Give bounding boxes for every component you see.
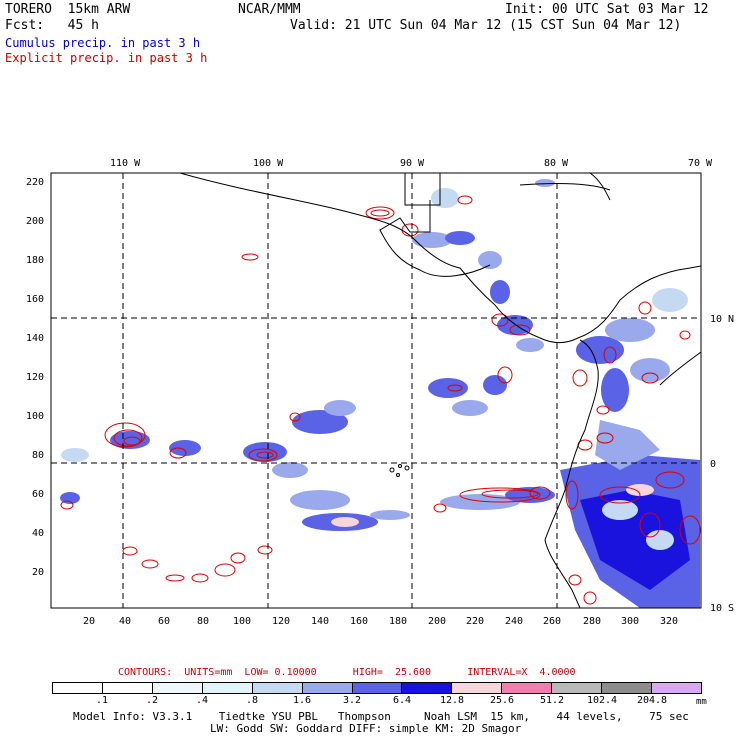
colorbar-swatch <box>152 683 203 693</box>
colorbar-label: 1.6 <box>292 695 312 706</box>
colorbar-label: .2 <box>145 695 159 706</box>
colorbar-swatch <box>602 683 653 693</box>
x-tick-label: 200 <box>428 616 446 627</box>
lat-labels: 10 N 0 10 S <box>710 314 734 614</box>
x-tick-label: 100 <box>233 616 251 627</box>
y-tick-label: 60 <box>32 489 44 500</box>
x-tick-label: 20 <box>83 616 95 627</box>
model-name: TORERO 15km ARW <box>5 2 131 17</box>
lon-label: 110 W <box>110 158 141 169</box>
colorbar-label: .1 <box>95 695 109 706</box>
map-frame <box>50 172 702 609</box>
latlon-grid <box>51 173 701 608</box>
x-ticks: 20 40 60 80 100 120 140 160 180 200 220 … <box>83 616 678 627</box>
colorbar-label: 3.2 <box>342 695 362 706</box>
lat-label: 10 N <box>710 314 734 325</box>
colorbar-label: 102.4 <box>586 695 618 706</box>
colorbar-label: .4 <box>195 695 209 706</box>
lon-label: 90 W <box>400 158 425 169</box>
y-tick-label: 180 <box>26 255 44 266</box>
colorbar-swatch <box>102 683 153 693</box>
y-tick-label: 120 <box>26 372 44 383</box>
center-name: NCAR/MMM <box>238 2 301 17</box>
x-tick-label: 140 <box>311 616 329 627</box>
colorbar-label: 51.2 <box>539 695 565 706</box>
cumulus-precip-shading <box>60 179 700 608</box>
colorbar-swatch <box>302 683 353 693</box>
y-tick-label: 140 <box>26 333 44 344</box>
x-tick-label: 120 <box>272 616 290 627</box>
x-tick-label: 160 <box>350 616 368 627</box>
lat-label: 10 S <box>710 603 734 614</box>
y-ticks: 220 200 180 160 140 120 100 80 60 40 20 <box>26 177 44 578</box>
colorbar-swatch <box>502 683 553 693</box>
colorbar-swatch <box>452 683 503 693</box>
x-tick-label: 300 <box>621 616 639 627</box>
y-tick-label: 160 <box>26 294 44 305</box>
colorbar-swatch <box>202 683 253 693</box>
x-tick-label: 220 <box>466 616 484 627</box>
colorbar <box>52 682 702 694</box>
lat-label: 0 <box>710 459 716 470</box>
init-time: Init: 00 UTC Sat 03 Mar 12 <box>505 2 709 17</box>
model-info-line2: LW: Godd SW: Goddard DIFF: simple KM: 2D… <box>210 722 522 735</box>
cumulus-caption: Cumulus precip. in past 3 h <box>5 36 201 50</box>
lon-label: 80 W <box>544 158 569 169</box>
y-tick-label: 220 <box>26 177 44 188</box>
x-tick-label: 60 <box>158 616 170 627</box>
colorbar-swatch <box>402 683 453 693</box>
x-tick-label: 280 <box>583 616 601 627</box>
contours-info: CONTOURS: UNITS=mm LOW= 0.10000 HIGH= 25… <box>118 667 576 678</box>
x-tick-label: 80 <box>197 616 209 627</box>
x-tick-label: 40 <box>119 616 131 627</box>
colorbar-swatch <box>652 683 701 693</box>
explicit-precip-contours <box>60 195 701 605</box>
y-tick-label: 40 <box>32 528 44 539</box>
colorbar-label: .8 <box>245 695 259 706</box>
colorbar-label: 12.8 <box>439 695 465 706</box>
colorbar-label: 204.8 <box>636 695 668 706</box>
explicit-caption: Explicit precip. in past 3 h <box>5 51 208 65</box>
colorbar-swatch <box>252 683 303 693</box>
colorbar-label: 6.4 <box>392 695 412 706</box>
valid-time: Valid: 21 UTC Sun 04 Mar 12 (15 CST Sun … <box>290 18 682 33</box>
y-tick-label: 100 <box>26 411 44 422</box>
y-tick-label: 20 <box>32 567 44 578</box>
colorbar-labels: .1 .2 .4 .8 1.6 3.2 6.4 12.8 25.6 51.2 102.4 204.8 <box>0 695 740 707</box>
lon-label: 70 W <box>688 158 713 169</box>
colorbar-swatch <box>352 683 403 693</box>
model-info-line1: Model Info: V3.3.1 Tiedtke YSU PBL Thomp… <box>73 710 689 723</box>
lon-labels: 110 W 100 W 90 W 80 W 70 W <box>110 158 713 169</box>
colorbar-swatch <box>552 683 603 693</box>
coastlines <box>179 173 701 608</box>
x-tick-label: 180 <box>389 616 407 627</box>
lon-label: 100 W <box>253 158 284 169</box>
x-tick-label: 260 <box>543 616 561 627</box>
y-tick-label: 200 <box>26 216 44 227</box>
forecast-hour: Fcst: 45 h <box>5 18 99 33</box>
y-tick-label: 80 <box>32 450 44 461</box>
colorbar-label: 25.6 <box>489 695 515 706</box>
x-tick-label: 240 <box>505 616 523 627</box>
colorbar-units: mm <box>696 697 707 707</box>
x-tick-label: 320 <box>660 616 678 627</box>
colorbar-swatch <box>53 683 103 693</box>
